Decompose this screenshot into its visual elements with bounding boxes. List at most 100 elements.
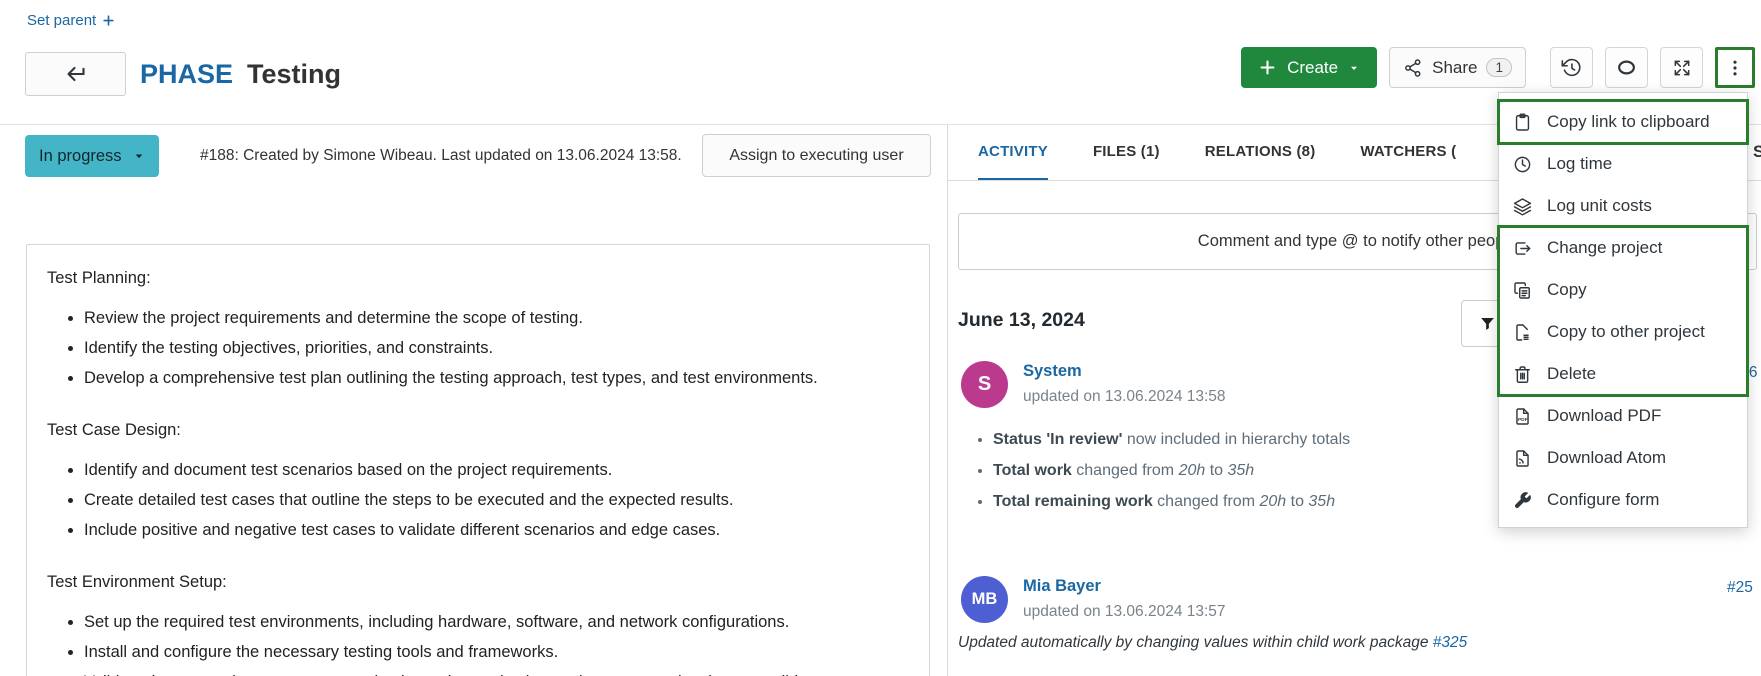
description-item: Review the project requirements and dete… xyxy=(84,305,909,331)
change-text: changed from xyxy=(1152,493,1260,510)
more-actions-menu: Copy link to clipboard Log time Log unit… xyxy=(1497,92,1749,528)
clipboard-icon xyxy=(1515,112,1530,131)
trash-icon xyxy=(1515,365,1530,383)
activity-history-button[interactable] xyxy=(1550,47,1593,88)
description-field[interactable]: Test Planning: Review the project requir… xyxy=(26,244,930,676)
more-actions-button[interactable] xyxy=(1715,47,1755,88)
tab-activity[interactable]: ACTIVITY xyxy=(978,124,1048,180)
menu-item-label: Copy xyxy=(1547,280,1587,299)
description-heading: Test Environment Setup: xyxy=(47,573,227,591)
change-item: Status 'In review' now included in hiera… xyxy=(993,424,1350,455)
auto-update-note: Updated automatically by changing values… xyxy=(958,634,1467,652)
menu-item-label: Copy link to clipboard xyxy=(1547,112,1710,131)
activity-anchor-link[interactable]: #25 xyxy=(1727,579,1753,596)
file-atom-icon xyxy=(1516,449,1529,467)
old-value: 20h xyxy=(1259,493,1287,510)
menu-item-label: Delete xyxy=(1547,364,1597,383)
plus-icon xyxy=(1260,60,1275,75)
menu-item-copy-link-to-clipboard[interactable]: Copy link to clipboard xyxy=(1497,99,1749,145)
tab-relations[interactable]: RELATIONS (8) xyxy=(1204,143,1316,160)
status-label: In progress xyxy=(39,146,122,165)
copy-icon xyxy=(1514,281,1530,299)
avatar[interactable]: S xyxy=(961,361,1008,408)
description-item: Install and configure the necessary test… xyxy=(84,639,909,665)
menu-item-copy-to-other-project[interactable]: Copy to other project xyxy=(1499,311,1747,353)
tab-watchers[interactable]: WATCHERS ( xyxy=(1360,143,1457,160)
wrench-icon xyxy=(1515,491,1531,508)
watch-eye-icon xyxy=(1618,60,1635,75)
menu-item-label: Download PDF xyxy=(1547,406,1662,425)
status-dropdown[interactable]: In progress xyxy=(25,135,159,177)
create-button[interactable]: Create xyxy=(1241,47,1378,88)
description-item: Set up the required test environments, i… xyxy=(84,609,909,635)
menu-item-label: Configure form xyxy=(1547,490,1660,509)
new-value: 35h xyxy=(1308,493,1336,510)
chevron-down-icon xyxy=(135,154,142,159)
svg-text:PDF: PDF xyxy=(1518,416,1528,422)
description-heading: Test Planning: xyxy=(47,269,151,287)
watch-button[interactable] xyxy=(1605,47,1648,88)
tab-files[interactable]: FILES (1) xyxy=(1092,143,1160,160)
fullscreen-button[interactable] xyxy=(1660,47,1703,88)
kebab-menu-icon xyxy=(1733,60,1737,75)
work-package-type[interactable]: PHASE xyxy=(140,59,234,89)
comment-placeholder: Comment and type @ to notify other peopl… xyxy=(1197,232,1518,250)
child-work-package-link[interactable]: #325 xyxy=(1432,634,1468,651)
entry-timestamp: updated on 13.06.2024 13:57 xyxy=(1023,603,1226,620)
menu-item-download-atom[interactable]: Download Atom xyxy=(1499,437,1747,479)
entry-timestamp: updated on 13.06.2024 13:58 xyxy=(1023,388,1226,405)
file-pdf-icon: PDF xyxy=(1516,407,1529,425)
assign-to-executing-user-button[interactable]: Assign to executing user xyxy=(702,134,931,177)
new-value: 35h xyxy=(1227,462,1255,479)
change-text: now included in hierarchy totals xyxy=(1122,431,1351,448)
work-package-meta: #188: Created by Simone Wibeau. Last upd… xyxy=(200,147,682,164)
menu-highlight-group: Change project Copy Copy to other projec… xyxy=(1497,225,1749,397)
change-label: Status 'In review' xyxy=(993,431,1123,448)
menu-item-label: Log unit costs xyxy=(1547,196,1652,215)
page-title: PHASE Testing xyxy=(140,52,341,96)
work-package-detail-panel: In progress #188: Created by Simone Wibe… xyxy=(0,124,947,676)
menu-item-download-pdf[interactable]: PDF Download PDF xyxy=(1499,395,1747,437)
user-link[interactable]: System xyxy=(1023,362,1082,380)
change-text: to xyxy=(1286,493,1309,510)
menu-item-label: Log time xyxy=(1547,154,1613,173)
share-icon xyxy=(1405,58,1421,77)
menu-item-copy[interactable]: Copy xyxy=(1499,269,1747,311)
menu-item-log-time[interactable]: Log time xyxy=(1499,143,1747,185)
plus-icon xyxy=(103,15,114,26)
set-parent-link[interactable]: Set parent xyxy=(27,12,116,29)
user-link[interactable]: Mia Bayer xyxy=(1023,577,1101,595)
history-icon xyxy=(1561,58,1581,77)
description-item: Validate the test environment to ensure … xyxy=(84,669,909,676)
menu-item-label: Copy to other project xyxy=(1547,322,1705,341)
menu-item-change-project[interactable]: Change project xyxy=(1499,227,1747,269)
move-project-icon xyxy=(1515,241,1531,255)
change-text: to xyxy=(1205,462,1228,479)
activity-date-heading: June 13, 2024 xyxy=(958,309,1085,331)
share-label: Share xyxy=(1432,57,1478,77)
change-label: Total remaining work xyxy=(993,493,1153,510)
avatar[interactable]: MB xyxy=(961,576,1008,623)
menu-item-log-unit-costs[interactable]: Log unit costs xyxy=(1499,185,1747,227)
old-value: 20h xyxy=(1178,462,1206,479)
panel-divider xyxy=(947,124,948,676)
fullscreen-icon xyxy=(1674,60,1689,75)
clock-icon xyxy=(1514,156,1531,172)
arrow-left-icon xyxy=(66,66,85,82)
description-item: Include positive and negative test cases… xyxy=(84,517,909,543)
set-parent-label: Set parent xyxy=(27,12,97,29)
share-button[interactable]: Share 1 xyxy=(1389,47,1526,88)
back-button[interactable] xyxy=(25,52,126,96)
description-item: Identify the testing objectives, priorit… xyxy=(84,335,909,361)
work-package-subject[interactable]: Testing xyxy=(247,59,342,89)
menu-item-label: Change project xyxy=(1547,238,1663,257)
change-item: Total work changed from 20h to 35h xyxy=(993,455,1350,486)
activity-panel: ACTIVITY FILES (1) RELATIONS (8) WATCHER… xyxy=(948,124,1761,676)
menu-item-configure-form[interactable]: Configure form xyxy=(1499,479,1747,521)
description-list: Identify and document test scenarios bas… xyxy=(47,457,909,543)
tab-bar: ACTIVITY FILES (1) RELATIONS (8) WATCHER… xyxy=(948,124,1761,181)
change-label: Total work xyxy=(993,462,1072,479)
chevron-down-icon xyxy=(1351,66,1358,70)
menu-item-delete[interactable]: Delete xyxy=(1499,353,1747,395)
share-count-badge: 1 xyxy=(1486,58,1512,77)
